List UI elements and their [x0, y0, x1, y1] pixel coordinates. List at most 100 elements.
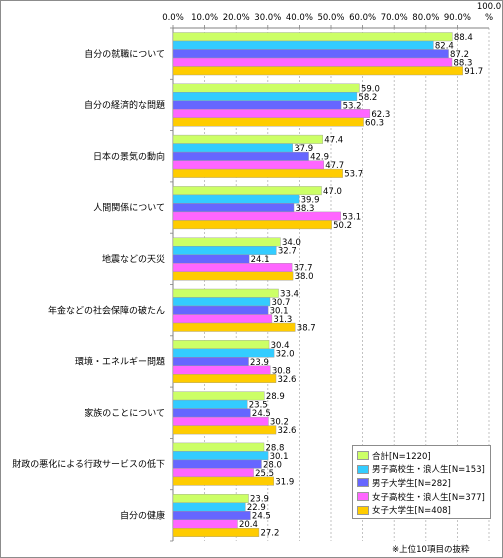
legend-item: 男子高校生・浪人生[N=153]	[357, 463, 486, 477]
data-label: 47.0	[323, 187, 342, 197]
x-tick-label: 20.0%	[223, 13, 250, 23]
category-label: 自分の就職について	[84, 48, 165, 60]
data-label: 58.2	[358, 93, 377, 103]
bar	[172, 425, 277, 435]
bar	[172, 528, 260, 537]
bar	[172, 117, 364, 127]
bar	[172, 511, 251, 520]
data-label: 23.9	[250, 358, 269, 368]
bar	[172, 194, 300, 204]
chart-legend: 合計[N=1220] 男子高校生・浪人生[N=153] 男子大学生[N=282] 女子…	[352, 445, 491, 519]
bar	[172, 408, 251, 418]
legend-label: 男子高校生・浪人生[N=153]	[372, 465, 485, 476]
bar	[172, 40, 434, 50]
bar	[172, 314, 273, 324]
data-label: 24.5	[252, 409, 271, 419]
bar	[172, 399, 248, 409]
bar	[172, 92, 358, 102]
x-tick-label: 50.0%	[317, 13, 344, 23]
bar	[172, 220, 332, 230]
data-label: 32.7	[278, 247, 297, 257]
data-label: 30.7	[272, 298, 291, 308]
data-label: 23.9	[250, 495, 269, 505]
bar	[172, 468, 254, 478]
legend-label: 合計[N=1220]	[372, 451, 431, 462]
data-label: 47.4	[324, 136, 343, 146]
data-label: 28.8	[266, 443, 285, 453]
data-label: 42.9	[310, 153, 329, 163]
data-label: 32.6	[278, 426, 297, 436]
bar	[172, 297, 271, 307]
data-label: 22.9	[247, 503, 266, 513]
bar	[172, 494, 249, 503]
bar	[172, 203, 295, 213]
category-label: 日本の景気の動向	[93, 150, 165, 162]
bar	[172, 271, 294, 281]
bar	[172, 416, 269, 426]
data-label: 37.9	[294, 144, 313, 154]
data-label: 38.3	[296, 204, 315, 214]
bar	[172, 151, 309, 161]
data-label: 60.3	[365, 118, 384, 128]
category-label: 家族のことについて	[84, 407, 165, 419]
legend-item: 女子大学生[N=408]	[357, 503, 486, 517]
x-unit-label: %	[485, 13, 493, 23]
x-tick-label: 70.0%	[381, 13, 408, 23]
bar	[172, 519, 238, 529]
data-label: 82.4	[435, 42, 454, 52]
legend-label: 女子高校生・浪人生[N=377]	[372, 492, 485, 503]
x-tick-label: 0.0%	[162, 13, 184, 23]
data-label: 24.1	[251, 255, 270, 265]
chart-footnote: ※上位10項目の抜粋	[392, 545, 470, 555]
x-tick-label: 90.0%	[444, 13, 471, 23]
data-label: 31.3	[273, 315, 292, 325]
data-label: 91.7	[464, 67, 483, 77]
bar	[172, 160, 324, 170]
bar	[172, 237, 281, 247]
data-label: 30.2	[270, 418, 289, 428]
bar	[172, 442, 265, 452]
data-label: 37.7	[294, 264, 313, 274]
x-max-label: 100.0	[477, 2, 501, 12]
bar	[172, 83, 360, 93]
x-tick-label: 10.0%	[191, 13, 218, 23]
data-label: 32.6	[278, 375, 297, 385]
category-label: 地震などの天災	[102, 253, 165, 265]
category-label: 環境・エネルギー問題	[75, 356, 165, 368]
legend-swatch	[357, 492, 369, 502]
category-label: 自分の健康	[120, 509, 165, 521]
legend-swatch	[357, 505, 369, 515]
legend-item: 合計[N=1220]	[357, 449, 486, 463]
bar	[172, 134, 323, 144]
legend-swatch	[357, 464, 369, 474]
bar	[172, 459, 262, 469]
bar	[172, 57, 453, 67]
data-label: 32.0	[276, 349, 295, 359]
data-label: 20.4	[239, 520, 258, 530]
bar	[172, 288, 279, 298]
bar	[172, 168, 343, 178]
data-label: 30.4	[271, 341, 290, 351]
bar	[172, 305, 269, 315]
data-label: 34.0	[282, 238, 301, 248]
data-label: 33.4	[280, 290, 299, 300]
bar	[172, 32, 453, 42]
legend-swatch	[357, 478, 369, 488]
bar	[172, 340, 270, 349]
bar	[172, 476, 275, 486]
bar	[172, 502, 246, 512]
data-label: 53.1	[342, 212, 361, 222]
data-label: 53.7	[344, 170, 363, 180]
data-label: 23.5	[249, 401, 268, 411]
bar	[172, 348, 275, 358]
bar	[172, 245, 277, 255]
bar	[172, 451, 269, 461]
data-label: 30.8	[272, 366, 291, 376]
data-label: 27.2	[260, 529, 279, 539]
data-label: 87.2	[450, 50, 469, 60]
bar	[172, 263, 293, 272]
bar	[172, 365, 271, 375]
category-label: 自分の経済的な問題	[84, 99, 165, 111]
bar	[172, 109, 371, 119]
